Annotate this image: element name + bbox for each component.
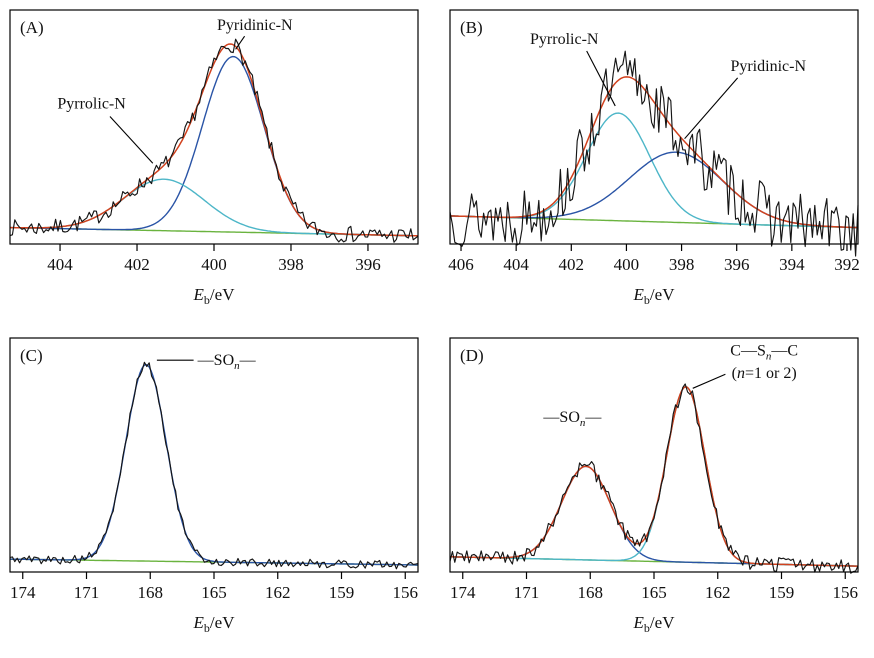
panel-label: (D) xyxy=(460,346,484,365)
fit-component xyxy=(449,112,858,229)
annotation-leader-line xyxy=(586,50,616,107)
peak-annotation: Pyrrolic-N xyxy=(530,31,599,48)
x-tick-label: 171 xyxy=(514,583,540,602)
x-axis-title: Eb/eV xyxy=(633,613,676,635)
x-tick-label: 400 xyxy=(614,255,640,274)
x-tick-label: 174 xyxy=(450,583,476,602)
x-axis-title: Eb/eV xyxy=(633,285,676,307)
peak-annotation: Pyrrolic-N xyxy=(57,95,126,112)
spectrum-chart-c: 174 171 168 165 162 159 156 Eb/eV (C) —SOn— xyxy=(9,337,419,635)
spectrum-chart-a: 404 402 400 398 396 Eb/eV (A) Pyridinic-N Pyrrol… xyxy=(9,9,419,307)
annotation-leader-line xyxy=(235,35,246,50)
x-tick-label: 398 xyxy=(278,255,304,274)
panel-d: 174 171 168 165 162 159 156 Eb/eV (D) —SOn— C—Sn—C… xyxy=(442,332,866,654)
raw-spectrum-trace xyxy=(9,38,419,243)
plot-frame xyxy=(449,9,859,245)
x-tick-label: 159 xyxy=(769,583,795,602)
x-tick-label: 392 xyxy=(834,255,860,274)
x-tick-label: 402 xyxy=(124,255,150,274)
annotation-leader-line xyxy=(109,116,154,164)
x-tick-label: 406 xyxy=(448,255,474,274)
x-tick-label: 171 xyxy=(74,583,100,602)
peak-annotation: C—Sn—C xyxy=(730,343,798,363)
fit-component xyxy=(450,386,859,567)
x-tick-label: 400 xyxy=(201,255,227,274)
panel-a: 404 402 400 398 396 Eb/eV (A) Pyridinic-N Pyrrol… xyxy=(2,4,426,326)
x-tick-label: 402 xyxy=(559,255,585,274)
x-tick-label: 168 xyxy=(578,583,604,602)
x-tick-label: 394 xyxy=(779,255,805,274)
peak-annotation: (n=1 or 2) xyxy=(732,365,797,382)
x-tick-label: 162 xyxy=(705,583,731,602)
x-tick-label: 165 xyxy=(201,583,227,602)
panel-c: 174 171 168 165 162 159 156 Eb/eV (C) —SOn— xyxy=(2,332,426,654)
plot-frame xyxy=(9,337,419,573)
fit-envelope xyxy=(449,76,859,229)
x-tick-label: 396 xyxy=(355,255,381,274)
x-tick-label: 162 xyxy=(265,583,291,602)
peak-annotation: —SOn— xyxy=(197,352,257,372)
spectrum-chart-d: 174 171 168 165 162 159 156 Eb/eV (D) —SOn— C—Sn—C… xyxy=(449,337,859,635)
x-tick-label: 174 xyxy=(10,583,36,602)
x-tick-label: 168 xyxy=(138,583,164,602)
panel-label: (B) xyxy=(460,18,483,37)
x-tick-label: 165 xyxy=(641,583,667,602)
x-axis-title: Eb/eV xyxy=(193,285,236,307)
x-tick-label: 398 xyxy=(669,255,695,274)
x-tick-label: 404 xyxy=(47,255,73,274)
x-tick-label: 159 xyxy=(329,583,355,602)
fit-component xyxy=(9,55,418,237)
x-tick-label: 156 xyxy=(833,583,859,602)
plot-frame xyxy=(9,9,419,245)
x-tick-label: 396 xyxy=(724,255,750,274)
x-tick-label: 156 xyxy=(393,583,419,602)
panel-label: (A) xyxy=(20,18,44,37)
fit-envelope xyxy=(450,385,859,567)
panel-b: 406 404 402 400 398 396 394 392 Eb/eV (B) Pyrrolic… xyxy=(442,4,866,326)
peak-annotation: Pyridinic-N xyxy=(730,58,806,75)
peak-annotation: —SOn— xyxy=(542,409,602,429)
spectrum-chart-b: 406 404 402 400 398 396 394 392 Eb/eV (B) Pyrrolic… xyxy=(448,9,860,307)
annotation-leader-line xyxy=(684,77,739,140)
annotation-leader-line xyxy=(692,373,726,389)
raw-spectrum-trace xyxy=(9,361,419,570)
panel-label: (C) xyxy=(20,346,43,365)
fit-component xyxy=(9,363,418,566)
x-tick-label: 404 xyxy=(503,255,529,274)
x-axis-title: Eb/eV xyxy=(193,613,236,635)
plot-frame xyxy=(449,337,859,573)
peak-annotation: Pyridinic-N xyxy=(217,17,293,34)
raw-spectrum-trace xyxy=(449,383,859,574)
